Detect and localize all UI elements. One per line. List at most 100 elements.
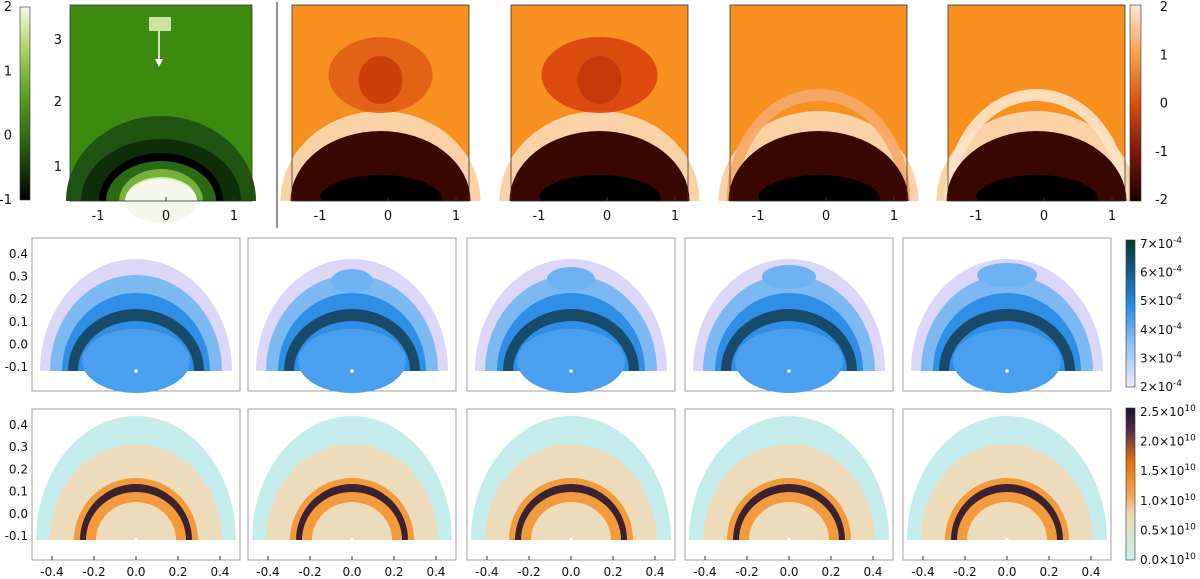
ot-y-tick: 0.1 [9,485,28,499]
ot-x-tick: 0.0 [561,565,580,579]
orange-arc [944,89,1129,201]
blue-colorbar-frame [1125,239,1136,388]
ot-x-tick: -0.2 [82,565,105,579]
blue-dark-arc [939,309,1075,371]
blue-inner-fill [517,329,625,393]
blue-colorbar-tick: 7×10-4 [1140,236,1182,251]
orange-dark-core [756,175,881,201]
ot-x-tick: -0.2 [735,565,758,579]
blue-center-dot [569,369,573,373]
blue-inner-fill [735,329,843,393]
green-x-tick: -1 [92,209,105,224]
blue-dark-arc [284,309,420,371]
orange-x-tick: -1 [533,209,546,224]
green-marker [149,17,171,31]
ot-x-tick: 0.2 [384,565,403,579]
ot-x-tick: 0.4 [645,565,664,579]
ot-colorbar-tick: 2.0×1010 [1140,434,1196,449]
ot-x-tick: -0.2 [298,565,321,579]
orange-panel-frame [510,4,689,202]
blue-bubble [762,265,816,289]
orange-x-tick: -1 [970,209,983,224]
orange-x-tick: -1 [314,209,327,224]
orange-x-tick: 1 [671,209,679,224]
ot-dark-arc [80,484,192,540]
ot-center-dot [1005,538,1009,542]
orange-wedge-core [577,56,622,104]
ot-colorbar-tick: 0.5×1010 [1140,522,1196,537]
ot-x-tick: -0.4 [475,565,498,579]
ot-x-tick: -0.4 [693,565,716,579]
blue-colorbar-tick: 3×10-4 [1140,350,1182,365]
ot-x-tick: 0.4 [863,565,882,579]
orange-colorbar-tick: -2 [1155,193,1168,208]
ot-dark-arc [733,484,845,540]
blue-dark-arc [503,309,639,371]
green-colorbar-tick: -1 [0,193,12,208]
ot-y-tick: -0.1 [5,529,28,543]
ot-x-tick: -0.4 [40,565,63,579]
ot-center-dot [787,538,791,542]
arrow-head [155,59,163,67]
blue-dark-arc [721,309,857,371]
orange-arc [726,89,911,201]
ot-colorbar [1126,408,1135,560]
ot-x-tick: 0.4 [210,565,229,579]
orange-x-tick: 1 [452,209,460,224]
blue-bubble [331,269,373,293]
blue-bubble [547,267,595,291]
ot-x-tick: 0.4 [1081,565,1100,579]
ot-x-tick: 0.2 [603,565,622,579]
orange-panel-frame [291,4,470,202]
ot-x-tick: 0.2 [821,565,840,579]
blue-center-dot [134,369,138,373]
ot-center-dot [569,538,573,542]
blue-y-tick: 0.3 [9,270,28,284]
green-inset-tick: 1 [54,160,62,175]
orange-colorbar-tick: -1 [1155,145,1168,160]
ot-x-tick: 0.2 [1039,565,1058,579]
green-x-tick: 0 [162,209,170,224]
green-x-tick: 1 [230,209,238,224]
orange-x-tick: -1 [752,209,765,224]
blue-bubble [977,263,1037,287]
orange-colorbar-tick: 1 [1160,48,1168,63]
orange-x-tick: 0 [603,209,611,224]
green-colorbar-tick: 0 [4,129,12,144]
ot-x-tick: 0.4 [426,565,445,579]
blue-inner-fill [82,329,190,393]
green-colorbar [20,7,30,200]
ot-colorbar-tick: 1.0×1010 [1140,493,1196,508]
ot-center-dot [350,538,354,542]
blue-center-dot [1005,369,1009,373]
orange-dark-core [974,175,1099,201]
ot-x-tick: 0.0 [126,565,145,579]
green-inset-tick: 3 [54,33,62,48]
ot-dark-arc [951,484,1063,540]
green-colorbar-tick: 2 [4,0,12,15]
green-colorbar-tick: 1 [4,64,12,79]
blue-center-dot [787,369,791,373]
blue-colorbar-tick: 6×10-4 [1140,265,1182,280]
ot-colorbar-tick: 1.5×1010 [1140,463,1196,478]
blue-colorbar-tick: 4×10-4 [1140,322,1182,337]
orange-x-tick: 0 [384,209,392,224]
orange-colorbar [1130,5,1141,201]
ot-colorbar-tick: 0.0×1010 [1140,552,1196,567]
orange-colorbar-frame [1129,4,1142,202]
blue-colorbar-tick: 5×10-4 [1140,293,1182,308]
orange-x-tick: 1 [890,209,898,224]
orange-panel-frame [729,4,908,202]
ot-y-tick: 0.0 [9,507,28,521]
ot-colorbar-tick: 2.5×1010 [1140,404,1196,419]
blue-y-tick: 0.2 [9,292,28,306]
ot-x-tick: -0.4 [256,565,279,579]
orange-x-tick: 0 [822,209,830,224]
blue-inner-fill [953,329,1061,393]
green-inset-tick: 2 [54,95,62,110]
blue-colorbar [1126,240,1135,387]
ot-x-tick: -0.4 [911,565,934,579]
blue-y-tick: 0.4 [9,247,28,261]
ot-x-tick: 0.0 [342,565,361,579]
